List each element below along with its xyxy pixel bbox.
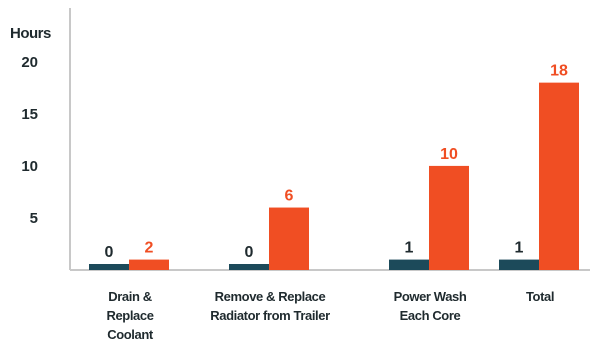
x-tick-label: Replace xyxy=(106,308,153,323)
bars xyxy=(89,82,579,271)
data-label: 2 xyxy=(145,240,154,257)
bar xyxy=(89,264,129,270)
value-labels: 0 0 1 1 2 6 10 18 xyxy=(105,63,568,261)
x-tick-label: Drain & xyxy=(108,289,151,304)
data-label: 0 xyxy=(245,244,254,261)
data-label: 1 xyxy=(405,240,414,257)
x-tick-label: Remove & Replace xyxy=(215,289,326,304)
x-tick-label: Total xyxy=(526,289,554,304)
data-label: 1 xyxy=(515,240,524,257)
y-tick-label: 15 xyxy=(21,106,38,123)
y-tick-label: 20 xyxy=(21,54,38,71)
x-tick-label: Power Wash xyxy=(394,289,467,304)
x-tick-label: Radiator from Trailer xyxy=(210,308,330,323)
y-tick-label: 10 xyxy=(21,158,38,175)
y-tick-labels: 5 10 15 20 xyxy=(21,54,38,227)
y-axis-title: Hours xyxy=(10,25,51,42)
data-label: 18 xyxy=(550,63,568,80)
bar xyxy=(269,207,309,270)
data-label: 0 xyxy=(105,244,114,261)
x-tick-label: Each Core xyxy=(400,308,461,323)
category-labels: Drain & Replace Coolant Remove & Replace Rad… xyxy=(106,289,554,342)
x-tick-label: Coolant xyxy=(107,327,154,342)
bar xyxy=(129,259,169,270)
data-label: 6 xyxy=(285,188,294,205)
bar xyxy=(539,82,579,271)
bar xyxy=(429,165,469,270)
data-label: 10 xyxy=(440,146,458,163)
bar xyxy=(499,259,539,270)
bar xyxy=(229,264,269,270)
y-tick-label: 5 xyxy=(30,210,38,227)
bar xyxy=(389,259,429,270)
